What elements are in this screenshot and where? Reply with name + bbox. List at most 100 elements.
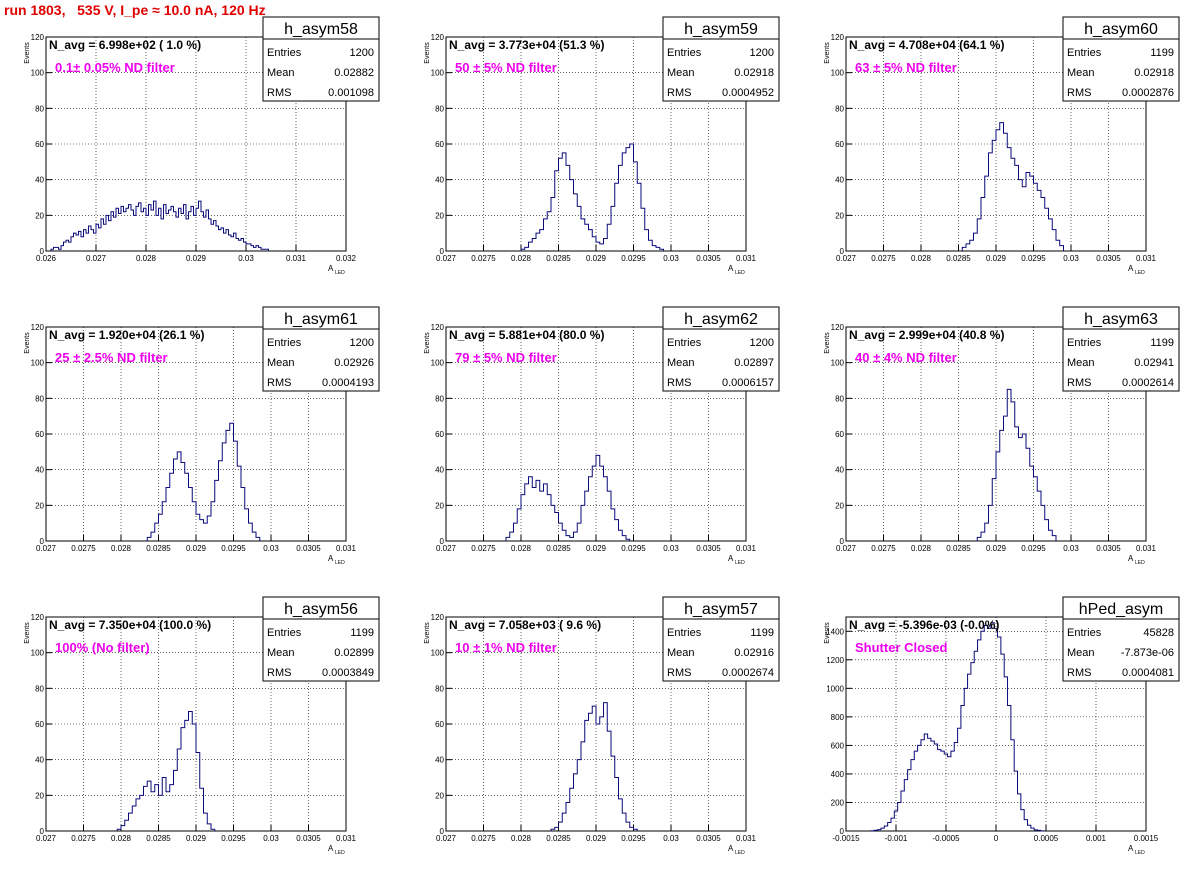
x-tick-label: 0.029: [586, 544, 607, 553]
x-tick-label: 0.027: [86, 254, 107, 263]
x-tick-label: 0.0285: [546, 834, 571, 843]
y-tick-label: 0: [40, 247, 45, 256]
histogram-panel-h_asym57: 0.027 0.0275 0.028 0.0285 0.029 0.0295 0.03 0.0…: [424, 596, 780, 856]
stats-value: 0.02941: [1134, 357, 1174, 369]
y-tick-label: 80: [35, 394, 44, 403]
stats-label: Entries: [667, 627, 702, 639]
x-tick-label: -0.001: [885, 834, 908, 843]
stats-box: [1062, 306, 1180, 392]
stats-value: 0.0004193: [322, 377, 374, 389]
y-tick-label: 800: [831, 713, 845, 722]
run-title: run 1803, 535 V, I_pe ≈ 10.0 nA, 120 Hz: [4, 2, 266, 18]
histogram-panel-h_asym63: 0.027 0.0275 0.028 0.0285 0.029 0.0295 0.03 0.0…: [824, 306, 1180, 566]
stats-box: [262, 596, 380, 682]
stats-value: 0.02918: [734, 67, 774, 79]
y-tick-label: 0: [440, 827, 445, 836]
y-tick-label: 20: [35, 211, 44, 220]
x-axis-title: A: [1128, 844, 1134, 853]
stats-label: Mean: [667, 647, 695, 659]
x-tick-label: 0.0305: [1096, 254, 1121, 263]
histogram-name: h_asym63: [1084, 311, 1158, 328]
y-tick-label: 1000: [826, 684, 844, 693]
histogram-name: h_asym58: [284, 21, 358, 38]
stats-label: Entries: [267, 47, 302, 59]
x-axis-title: A: [1128, 264, 1134, 273]
x-axis-title: A: [1128, 554, 1134, 563]
x-tick-label: 0.031: [1136, 544, 1157, 553]
x-tick-label: 0.028: [111, 834, 132, 843]
y-tick-label: 80: [435, 104, 444, 113]
x-tick-label: 0.031: [336, 544, 357, 553]
stats-label: Entries: [267, 627, 302, 639]
x-tick-label: 0.028: [136, 254, 157, 263]
navg-label: N_avg = 4.708e+04 (64.1 %): [849, 38, 1004, 52]
x-tick-label: 0.0295: [221, 544, 246, 553]
x-tick-label: 0.0285: [146, 544, 171, 553]
stats-label: RMS: [1067, 87, 1091, 99]
y-tick-label: 20: [35, 501, 44, 510]
stats-label: RMS: [1067, 667, 1091, 679]
x-axis-title-subscript: LED: [735, 560, 745, 566]
y-tick-label: 60: [835, 430, 844, 439]
y-tick-label: 80: [835, 394, 844, 403]
y-axis-title: Events: [824, 622, 831, 644]
histogram-series: [870, 622, 1045, 832]
y-tick-label: 100: [431, 359, 445, 368]
y-tick-label: 120: [431, 323, 445, 332]
x-tick-label: 0.027: [36, 544, 57, 553]
x-axis-title: A: [328, 264, 334, 273]
stats-value: 0.0004081: [1122, 667, 1174, 679]
navg-label: N_avg = 1.920e+04 (26.1 %): [49, 328, 204, 342]
stats-value: 0.0006157: [722, 377, 774, 389]
x-tick-label: 0.028: [511, 544, 532, 553]
y-tick-label: 20: [35, 791, 44, 800]
histogram-panel-hPed_asym: -0.0015 -0.001 -0.0005 0 0.0005 0.001 0.0015 0 2…: [824, 596, 1180, 856]
y-tick-label: 40: [435, 466, 444, 475]
histogram-name: h_asym56: [284, 601, 358, 618]
x-tick-label: 0.0305: [1096, 544, 1121, 553]
stats-value: 0.0002674: [722, 667, 774, 679]
y-axis-title: Events: [24, 42, 31, 64]
stats-value: 1199: [350, 627, 374, 639]
histogram-series: [116, 711, 216, 831]
y-tick-label: 80: [35, 104, 44, 113]
y-tick-label: 100: [31, 649, 45, 658]
histogram-name: h_asym59: [684, 21, 758, 38]
x-tick-label: 0.0275: [71, 834, 96, 843]
x-tick-label: 0.0285: [946, 544, 971, 553]
stats-label: RMS: [267, 377, 291, 389]
stats-value: -7.873e-06: [1121, 647, 1174, 659]
stats-value: 0.0002876: [1122, 87, 1174, 99]
filter-label: 100% (No filter): [55, 640, 150, 655]
x-tick-label: 0.027: [36, 834, 57, 843]
stats-label: Entries: [667, 337, 702, 349]
navg-label: N_avg = -5.396e-03 (-0.0%): [849, 618, 999, 632]
histogram-name: h_asym57: [684, 601, 758, 618]
x-tick-label: 0.027: [436, 544, 457, 553]
y-tick-label: 120: [431, 613, 445, 622]
histogram-series: [550, 702, 638, 831]
stats-value: 0.02918: [1134, 67, 1174, 79]
y-tick-label: 0: [440, 247, 445, 256]
stats-value: 0.0003849: [322, 667, 374, 679]
y-tick-label: 0: [40, 827, 45, 836]
x-tick-label: 0.0295: [1021, 254, 1046, 263]
x-tick-label: 0.031: [736, 254, 757, 263]
x-tick-label: 0.0305: [696, 544, 721, 553]
x-tick-label: 0.0295: [621, 834, 646, 843]
y-tick-label: 40: [35, 466, 44, 475]
x-tick-label: 0.029: [986, 254, 1007, 263]
y-tick-label: 120: [831, 323, 845, 332]
x-tick-label: 0.029: [186, 834, 207, 843]
stats-label: Mean: [1067, 357, 1095, 369]
y-tick-label: 0: [840, 537, 845, 546]
x-tick-label: 0.027: [836, 544, 857, 553]
x-tick-label: 0.0015: [1134, 834, 1159, 843]
x-tick-label: 0.028: [911, 254, 932, 263]
y-tick-label: 400: [831, 770, 845, 779]
y-tick-label: 40: [435, 176, 444, 185]
stats-label: RMS: [667, 667, 691, 679]
x-tick-label: 0.03: [1063, 544, 1079, 553]
stats-label: Mean: [1067, 67, 1095, 79]
y-axis-title: Events: [824, 332, 831, 354]
